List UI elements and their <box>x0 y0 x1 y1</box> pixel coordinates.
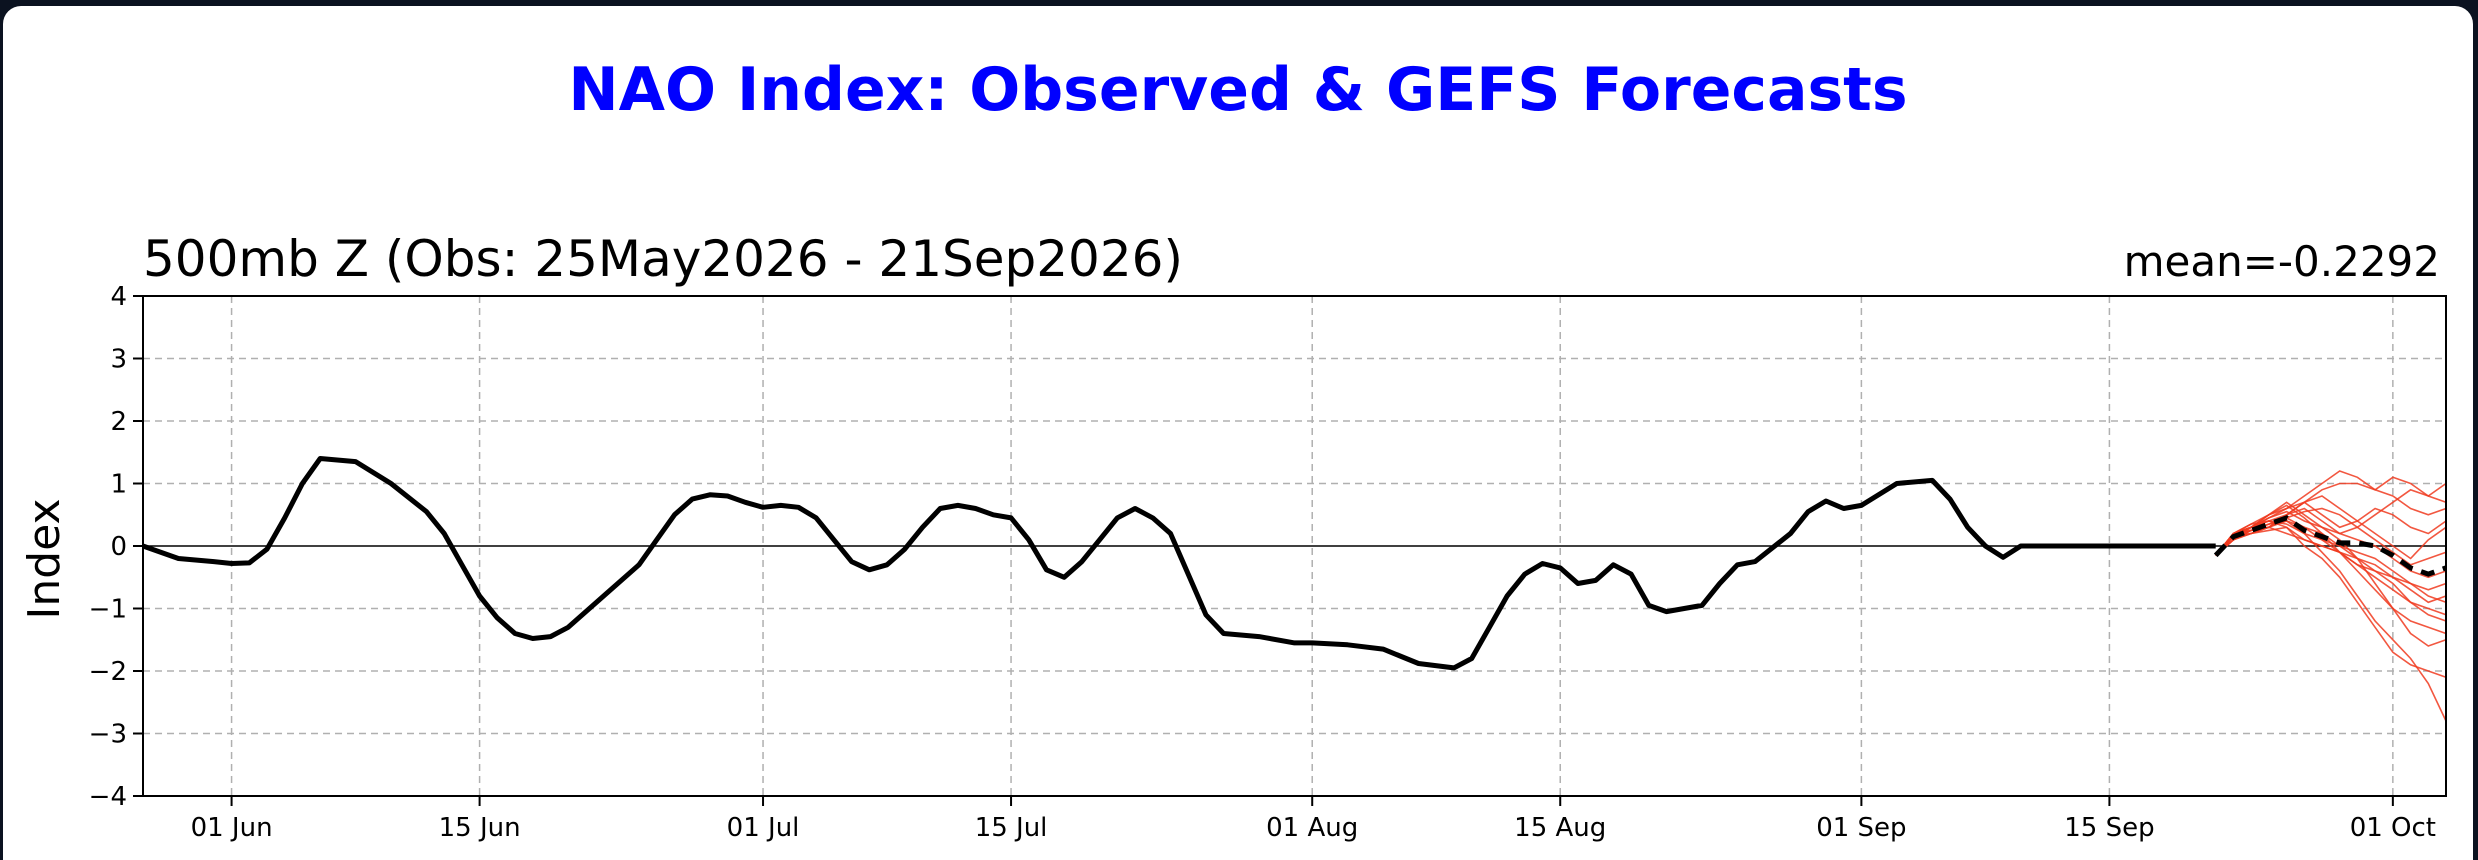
y-tick-label: 4 <box>110 282 127 312</box>
y-tick-label: 3 <box>110 345 127 375</box>
ensemble-member-line <box>2215 495 2447 560</box>
chart-subtitle: 500mb Z (Obs: 25May2026 - 21Sep2026) <box>143 230 1183 288</box>
chart-window: NAO Index: Observed & GEFS Forecasts 500… <box>3 6 2473 860</box>
x-tick-label: 01 Oct <box>2350 813 2436 843</box>
x-tick-label: 15 Sep <box>2064 813 2154 843</box>
x-tick-label: 01 Sep <box>1816 813 1906 843</box>
x-tick-label: 01 Jul <box>727 813 800 843</box>
y-tick-label: 1 <box>110 470 127 500</box>
plot-frame <box>142 295 2447 797</box>
ensemble-member-line <box>2215 507 2447 566</box>
chart-title: NAO Index: Observed & GEFS Forecasts <box>568 55 1907 125</box>
x-axis-ticks: 01 Jun 15 Jun 01 Jul 15 Jul 01 Aug 15 Aug 01 S… <box>191 796 2436 843</box>
y-tick-label: −1 <box>89 595 127 625</box>
y-tick-label: −4 <box>89 782 127 812</box>
y-axis-ticks: −4 −3 −2 −1 0 1 2 3 4 <box>89 282 143 812</box>
y-axis-label: Index <box>19 498 70 619</box>
observed-series-line <box>142 456 2216 671</box>
x-tick-label: 15 Aug <box>1514 813 1606 843</box>
x-tick-label: 01 Jun <box>191 813 273 843</box>
series-group <box>142 456 2447 722</box>
y-tick-label: −3 <box>89 720 127 750</box>
y-tick-label: −2 <box>89 657 127 687</box>
ensemble-member-line <box>2215 504 2447 635</box>
x-tick-label: 15 Jun <box>439 813 521 843</box>
nao-chart: NAO Index: Observed & GEFS Forecasts 500… <box>19 55 2447 843</box>
x-tick-label: 15 Jul <box>975 813 1048 843</box>
y-tick-label: 0 <box>110 532 127 562</box>
y-tick-label: 2 <box>110 407 127 437</box>
x-tick-label: 01 Aug <box>1266 813 1358 843</box>
mean-label: mean=-0.2292 <box>2124 237 2440 286</box>
ensemble-member-line <box>2215 482 2447 556</box>
ensemble-mean-line <box>2213 515 2447 577</box>
